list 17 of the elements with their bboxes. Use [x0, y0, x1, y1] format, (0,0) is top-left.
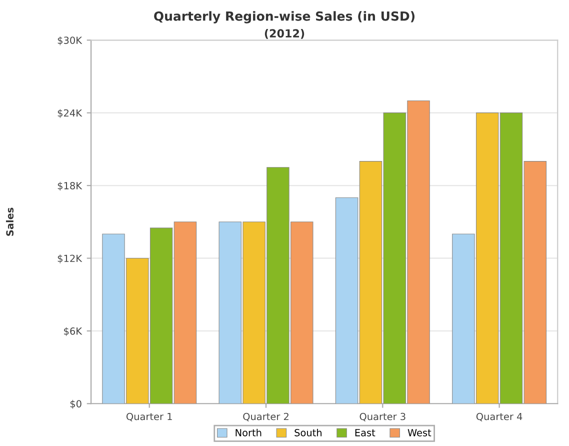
x-tick-label: Quarter 3 — [360, 412, 406, 422]
y-axis-title: Sales — [6, 208, 14, 236]
legend-label: West — [408, 429, 432, 436]
x-tick-label: Quarter 4 — [476, 412, 522, 422]
y-tick-label: $12K — [58, 254, 82, 264]
chart-title: Quarterly Region-wise Sales (in USD) — [154, 11, 414, 24]
x-tick-label: Quarter 1 — [126, 412, 172, 422]
legend-label: South — [294, 428, 322, 436]
legend-label: North — [236, 428, 262, 436]
y-tick-label: $18K — [58, 182, 82, 191]
y-tick-label: $30K — [58, 36, 82, 46]
y-tick-label: $0 — [70, 400, 82, 409]
x-tick-label: Quarter 2 — [243, 412, 288, 422]
y-tick-label: $24K — [58, 109, 82, 118]
legend-label: East — [355, 429, 376, 436]
y-tick-label: $6K — [64, 327, 82, 336]
chart-subtitle: (2012) — [264, 29, 304, 39]
